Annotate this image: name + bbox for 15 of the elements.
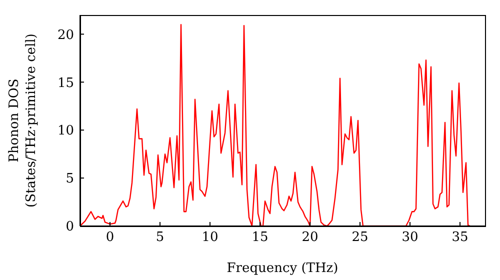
x-tick-label: 15 [252, 230, 268, 246]
x-tick-label: 0 [106, 230, 114, 246]
x-tick-label: 20 [302, 230, 318, 246]
x-axis-title: Frequency (THz) [226, 261, 338, 276]
x-tick-label: 10 [202, 230, 218, 246]
x-tick-label: 30 [402, 230, 418, 246]
x-tick-label: 25 [352, 230, 368, 246]
x-tick-label: 35 [452, 230, 468, 246]
y-tick-label: 0 [66, 220, 74, 235]
y-axis-title: Phonon DOS (States/THz·primitive cell) [7, 33, 39, 208]
y-tick-label: 5 [66, 172, 74, 187]
y-tick-label: 10 [57, 124, 74, 139]
x-tick-label: 5 [156, 230, 164, 246]
y-tick-label: 15 [57, 76, 74, 91]
y-tick-label: 20 [57, 28, 74, 43]
